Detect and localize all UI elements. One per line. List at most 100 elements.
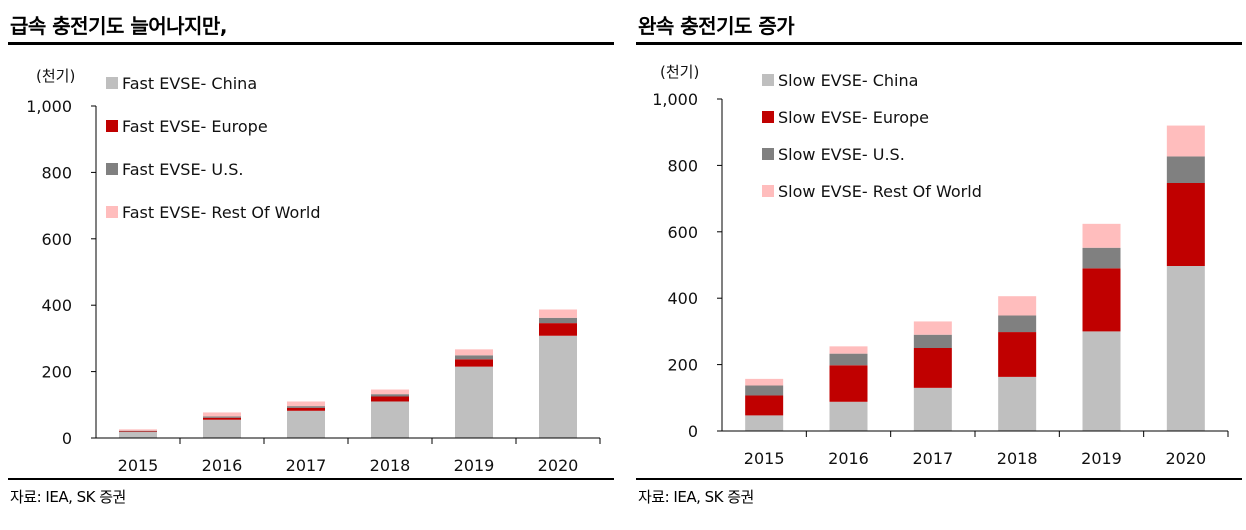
left-bar-2017-s2 — [287, 407, 325, 411]
right-bar-2016-s1 — [829, 401, 868, 431]
left-bar-2017-s3 — [287, 406, 325, 408]
left-legend-swatch-4 — [106, 206, 118, 218]
right-bar-2020-s2 — [1166, 182, 1205, 266]
right-bar-2020-s3 — [1166, 156, 1205, 183]
left-stacked-bar-chart: (천기) 0 200 400 600 800 1,000 2015 2016 2017 2018 20… — [26, 67, 601, 475]
left-bar-2020-s3 — [539, 317, 577, 324]
right-bar-2017-s4 — [913, 321, 952, 335]
left-bar-2019-s4 — [455, 349, 493, 356]
left-legend-label-1: Fast EVSE- China — [122, 74, 257, 93]
left-bar-2016-s3 — [203, 416, 241, 418]
right-y-tick-label: 600 — [667, 223, 698, 242]
right-legend-swatch-1 — [762, 74, 774, 86]
right-bar-2018-s1 — [998, 376, 1037, 431]
right-legend-label-2: Slow EVSE- Europe — [778, 108, 929, 127]
right-bar-2016-s2 — [829, 365, 868, 402]
right-bar-2018-s3 — [998, 315, 1037, 333]
right-bar-2017-s1 — [913, 387, 952, 431]
right-bar-2015-s1 — [745, 415, 784, 431]
left-x-tick-label: 2017 — [286, 456, 327, 475]
right-y-tick-label: 200 — [667, 356, 698, 375]
left-chart-title: 급속 충전기도 늘어나지만, — [10, 14, 227, 38]
right-bar-2015-s2 — [745, 395, 784, 416]
right-unit-label: (천기) — [660, 63, 699, 81]
right-x-tick-label: 2020 — [1165, 449, 1206, 468]
left-bar-2015-s3 — [119, 430, 157, 432]
right-x-tick-label: 2018 — [997, 449, 1038, 468]
right-chart-title: 완속 충전기도 증가 — [638, 14, 795, 38]
left-bar-2018-s2 — [371, 396, 409, 402]
right-source-note: 자료: IEA, SK 증권 — [638, 488, 754, 506]
left-y-tick-label: 800 — [41, 163, 72, 182]
left-bar-2017-s1 — [287, 410, 325, 438]
left-x-tick-label: 2015 — [118, 456, 159, 475]
right-bar-2020-s1 — [1166, 265, 1205, 431]
right-legend-label-4: Slow EVSE- Rest Of World — [778, 182, 982, 201]
left-bar-2020-s1 — [539, 335, 577, 438]
left-bar-2019-s1 — [455, 366, 493, 438]
left-bar-2017-s4 — [287, 401, 325, 407]
right-legend-swatch-4 — [762, 185, 774, 197]
right-bar-2020-s4 — [1166, 125, 1205, 157]
right-bar-2015-s3 — [745, 385, 784, 396]
left-y-tick-label: 0 — [62, 429, 72, 448]
left-legend-swatch-1 — [106, 77, 118, 89]
right-bar-2018-s4 — [998, 296, 1037, 316]
left-y-tick-label: 200 — [41, 363, 72, 382]
right-y-tick-label: 1,000 — [652, 90, 698, 109]
left-title-rule — [8, 42, 614, 45]
right-bar-2019-s4 — [1082, 223, 1121, 248]
left-bar-2016-s2 — [203, 417, 241, 420]
left-bar-2015-s4 — [119, 429, 157, 431]
left-bar-2016-s4 — [203, 412, 241, 417]
left-legend-label-2: Fast EVSE- Europe — [122, 117, 268, 136]
right-bar-2017-s3 — [913, 334, 952, 348]
right-title-rule — [636, 42, 1242, 45]
left-bar-2018-s1 — [371, 401, 409, 438]
right-bar-2018-s2 — [998, 332, 1037, 377]
left-chart-panel: 급속 충전기도 늘어나지만, (천기) 0 200 400 600 800 1,000 201… — [8, 0, 614, 530]
right-x-tick-label: 2019 — [1081, 449, 1122, 468]
right-chart-panel: 완속 충전기도 증가 (천기) 0 200 400 600 800 1,000 2015 201… — [636, 0, 1242, 530]
left-bar-2018-s3 — [371, 394, 409, 397]
right-bar-2017-s2 — [913, 348, 952, 388]
right-legend-swatch-3 — [762, 148, 774, 160]
left-bar-2015-s1 — [119, 432, 157, 438]
left-legend-swatch-2 — [106, 120, 118, 132]
left-y-tick-label: 400 — [41, 296, 72, 315]
left-bar-2020-s2 — [539, 323, 577, 336]
right-y-tick-label: 400 — [667, 289, 698, 308]
right-y-tick-label: 800 — [667, 156, 698, 175]
right-bar-2016-s3 — [829, 353, 868, 366]
right-legend-label-3: Slow EVSE- U.S. — [778, 145, 905, 164]
left-unit-label: (천기) — [36, 67, 75, 85]
right-x-tick-label: 2016 — [828, 449, 869, 468]
right-legend-label-1: Slow EVSE- China — [778, 71, 918, 90]
left-bar-2016-s1 — [203, 419, 241, 438]
right-x-tick-label: 2017 — [912, 449, 953, 468]
right-bar-2019-s1 — [1082, 331, 1121, 431]
left-x-tick-label: 2019 — [454, 456, 495, 475]
left-x-tick-label: 2018 — [370, 456, 411, 475]
left-x-tick-label: 2020 — [538, 456, 579, 475]
left-source-rule — [8, 478, 614, 480]
right-bar-2019-s3 — [1082, 247, 1121, 269]
left-bar-2019-s3 — [455, 355, 493, 360]
right-y-tick-label: 0 — [688, 422, 698, 441]
left-bar-2018-s4 — [371, 389, 409, 395]
left-source-note: 자료: IEA, SK 증권 — [10, 488, 126, 506]
left-legend-label-3: Fast EVSE- U.S. — [122, 160, 243, 179]
left-x-tick-label: 2016 — [202, 456, 243, 475]
right-stacked-bar-chart: (천기) 0 200 400 600 800 1,000 2015 2016 2017 2018 20… — [652, 63, 1229, 468]
left-y-tick-label: 1,000 — [26, 97, 72, 116]
left-legend-label-4: Fast EVSE- Rest Of World — [122, 203, 321, 222]
left-bar-2019-s2 — [455, 359, 493, 367]
right-bar-2015-s4 — [745, 378, 784, 386]
left-y-tick-label: 600 — [41, 230, 72, 249]
right-bar-2019-s2 — [1082, 268, 1121, 332]
right-legend-swatch-2 — [762, 111, 774, 123]
right-x-tick-label: 2015 — [744, 449, 785, 468]
right-bar-2016-s4 — [829, 346, 868, 354]
left-legend-swatch-3 — [106, 163, 118, 175]
left-bar-2020-s4 — [539, 309, 577, 318]
